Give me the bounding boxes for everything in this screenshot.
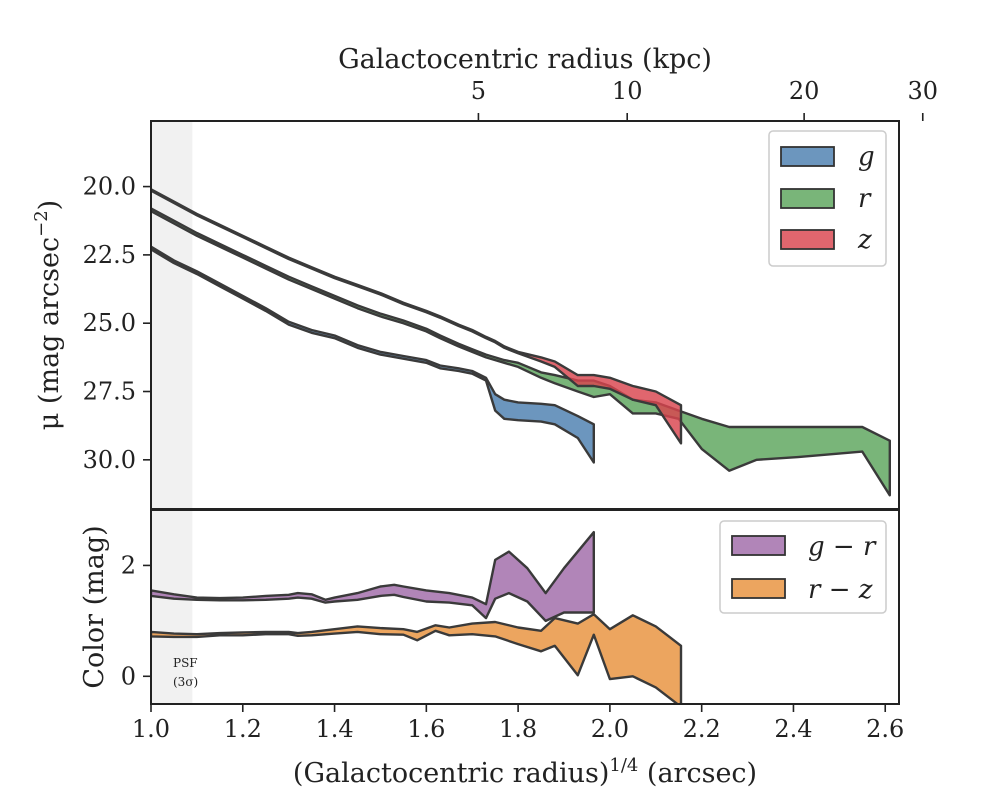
band-g (151, 245, 595, 464)
band-r (151, 207, 891, 497)
psf-note-line2: (3σ) (173, 675, 198, 689)
legend-swatch-r-z (731, 578, 786, 599)
x-tick-label: 2.6 (866, 715, 904, 743)
top-axis-title: Galactocentric radius (kpc) (338, 44, 712, 75)
legend-swatch-r (780, 188, 835, 209)
color-bands (151, 531, 683, 704)
psf-region-top (151, 121, 193, 509)
x-tick-label: 2.0 (591, 715, 629, 743)
x-tick-label: 2.4 (774, 715, 812, 743)
legend-label-r: r (858, 184, 872, 214)
x-tick-label: 1.2 (224, 715, 262, 743)
x-tick-label: 1.0 (132, 715, 170, 743)
x-tick-label: 1.4 (315, 715, 353, 743)
y-axis-title-magnitude: μ (mag arcsec−2) (31, 200, 65, 430)
legend-label-r-z: r − z (808, 575, 873, 605)
band-z (151, 188, 683, 445)
x-tick-label: 1.8 (499, 715, 537, 743)
top-tick-label: 10 (612, 77, 643, 105)
x-tick-label: 2.2 (683, 715, 721, 743)
top-tick-label: 5 (471, 77, 486, 105)
band-rz (151, 613, 683, 704)
y-tick-label: 27.5 (83, 378, 136, 406)
y-tick-label: 25.0 (83, 309, 136, 337)
top-tick-label: 20 (789, 77, 820, 105)
legend-swatch-g (780, 146, 835, 167)
axis-ticks: 1.01.21.41.61.82.02.22.42.65102030507510… (83, 77, 938, 743)
band-gr (151, 531, 595, 623)
legend-swatch-z (780, 229, 835, 250)
legend-label-z: z (857, 225, 872, 255)
top-tick-label: 30 (907, 77, 938, 105)
bottom-panel-frame (150, 509, 900, 705)
legend-swatch-g-r (731, 535, 786, 556)
psf-note-line1: PSF (173, 656, 198, 670)
legend-label-g-r: g − r (808, 532, 877, 562)
y-tick-label: 20.0 (83, 173, 136, 201)
y-axis-title-color: Color (mag) (79, 525, 110, 688)
legend-magnitude: g r z (768, 130, 887, 267)
y-tick-label: 22.5 (83, 241, 136, 269)
x-tick-label: 1.6 (407, 715, 445, 743)
y-tick-label: 2 (121, 551, 136, 579)
magnitude-bands (151, 188, 891, 497)
legend-color: g − r r − z (719, 520, 887, 614)
y-tick-label: 30.0 (83, 446, 136, 474)
x-axis-title: (Galactocentric radius)1/4 (arcsec) (293, 755, 757, 789)
y-tick-label: 0 (121, 662, 136, 690)
psf-region-bottom (151, 510, 193, 704)
legend-label-g: g (858, 142, 875, 172)
